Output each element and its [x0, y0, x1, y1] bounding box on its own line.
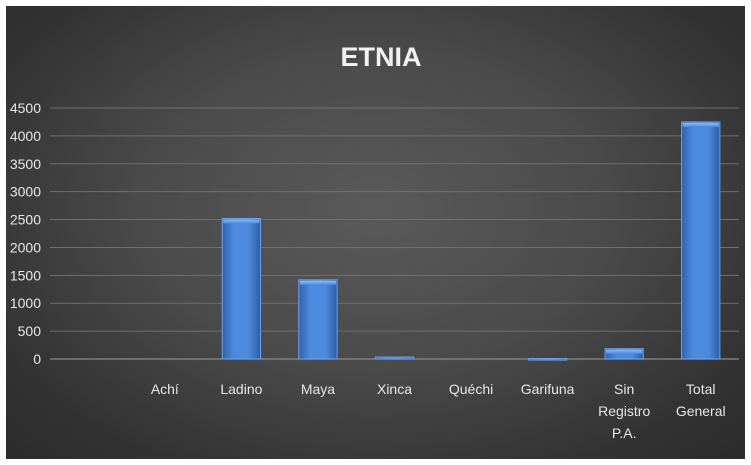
x-tick-label: Quéchi: [449, 381, 493, 397]
chart-frame: ETNIA 0 500 1000 1500 2000 2500 3000 3500 4000 45…: [6, 6, 745, 459]
bar: [681, 121, 721, 360]
bar-highlight: [682, 122, 719, 127]
y-tick-label: 0: [33, 351, 41, 367]
bar: [604, 348, 644, 360]
bar-highlight: [299, 280, 337, 285]
y-tick-label: 2500: [10, 212, 41, 228]
bar: [527, 358, 568, 361]
y-tick-label: 3500: [10, 156, 41, 172]
x-axis-labels: Achí Ladino Maya Xinca Quéchi Garifuna Sin Regi…: [151, 381, 726, 441]
x-tick-label: Achí: [151, 381, 179, 397]
x-tick-label: Total General: [676, 381, 726, 419]
y-tick-label: 4000: [10, 128, 41, 144]
bar-highlight: [223, 219, 260, 224]
y-tick-label: 1000: [10, 295, 41, 311]
x-tick-label: Ladino: [220, 381, 262, 397]
etnia-bar-chart: ETNIA 0 500 1000 1500 2000 2500 3000 3500 4000 45…: [10, 42, 739, 441]
y-tick-label: 4500: [10, 100, 41, 116]
y-tick-label: 1500: [10, 267, 41, 283]
y-axis-ticks: 0 500 1000 1500 2000 2500 3000 3500 4000 4500: [10, 100, 41, 367]
y-tick-label: 3000: [10, 184, 41, 200]
bar: [221, 217, 262, 360]
chart-title: ETNIA: [341, 42, 422, 72]
gridlines: [50, 107, 739, 360]
x-tick-label: Xinca: [377, 381, 412, 397]
y-tick-label: 500: [18, 323, 42, 339]
bar-highlight: [606, 349, 643, 354]
bars: [221, 121, 721, 361]
y-tick-label: 2000: [10, 239, 41, 255]
bar: [298, 279, 338, 360]
x-tick-label: Garifuna: [521, 381, 575, 397]
x-tick-label: Sin Registro P.A.: [598, 381, 650, 441]
x-tick-label: Maya: [301, 381, 335, 397]
bar: [374, 356, 415, 360]
